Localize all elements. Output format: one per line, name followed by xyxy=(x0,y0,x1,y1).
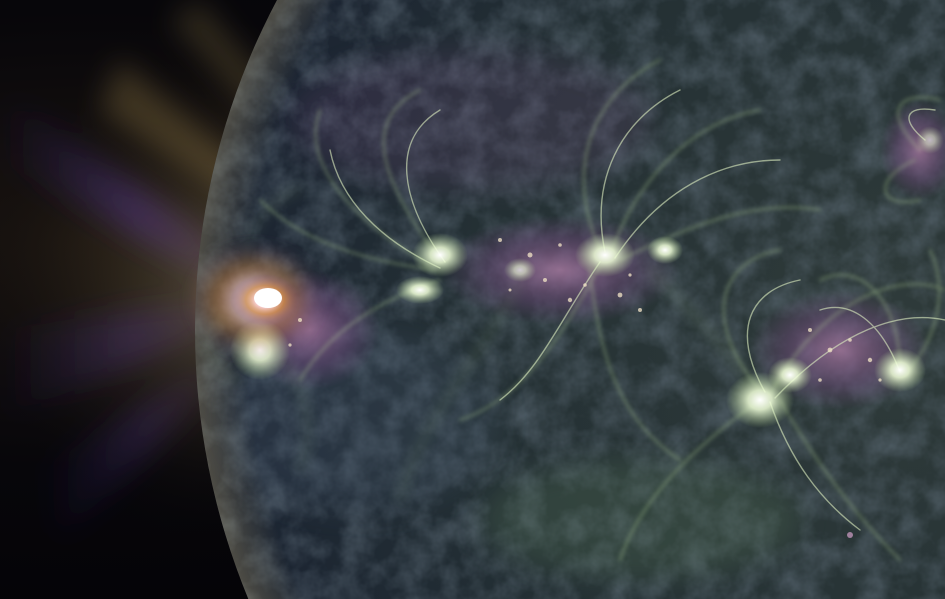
active-region-specks xyxy=(288,238,882,538)
solar-flare xyxy=(185,240,325,360)
corona-rays xyxy=(0,0,290,540)
